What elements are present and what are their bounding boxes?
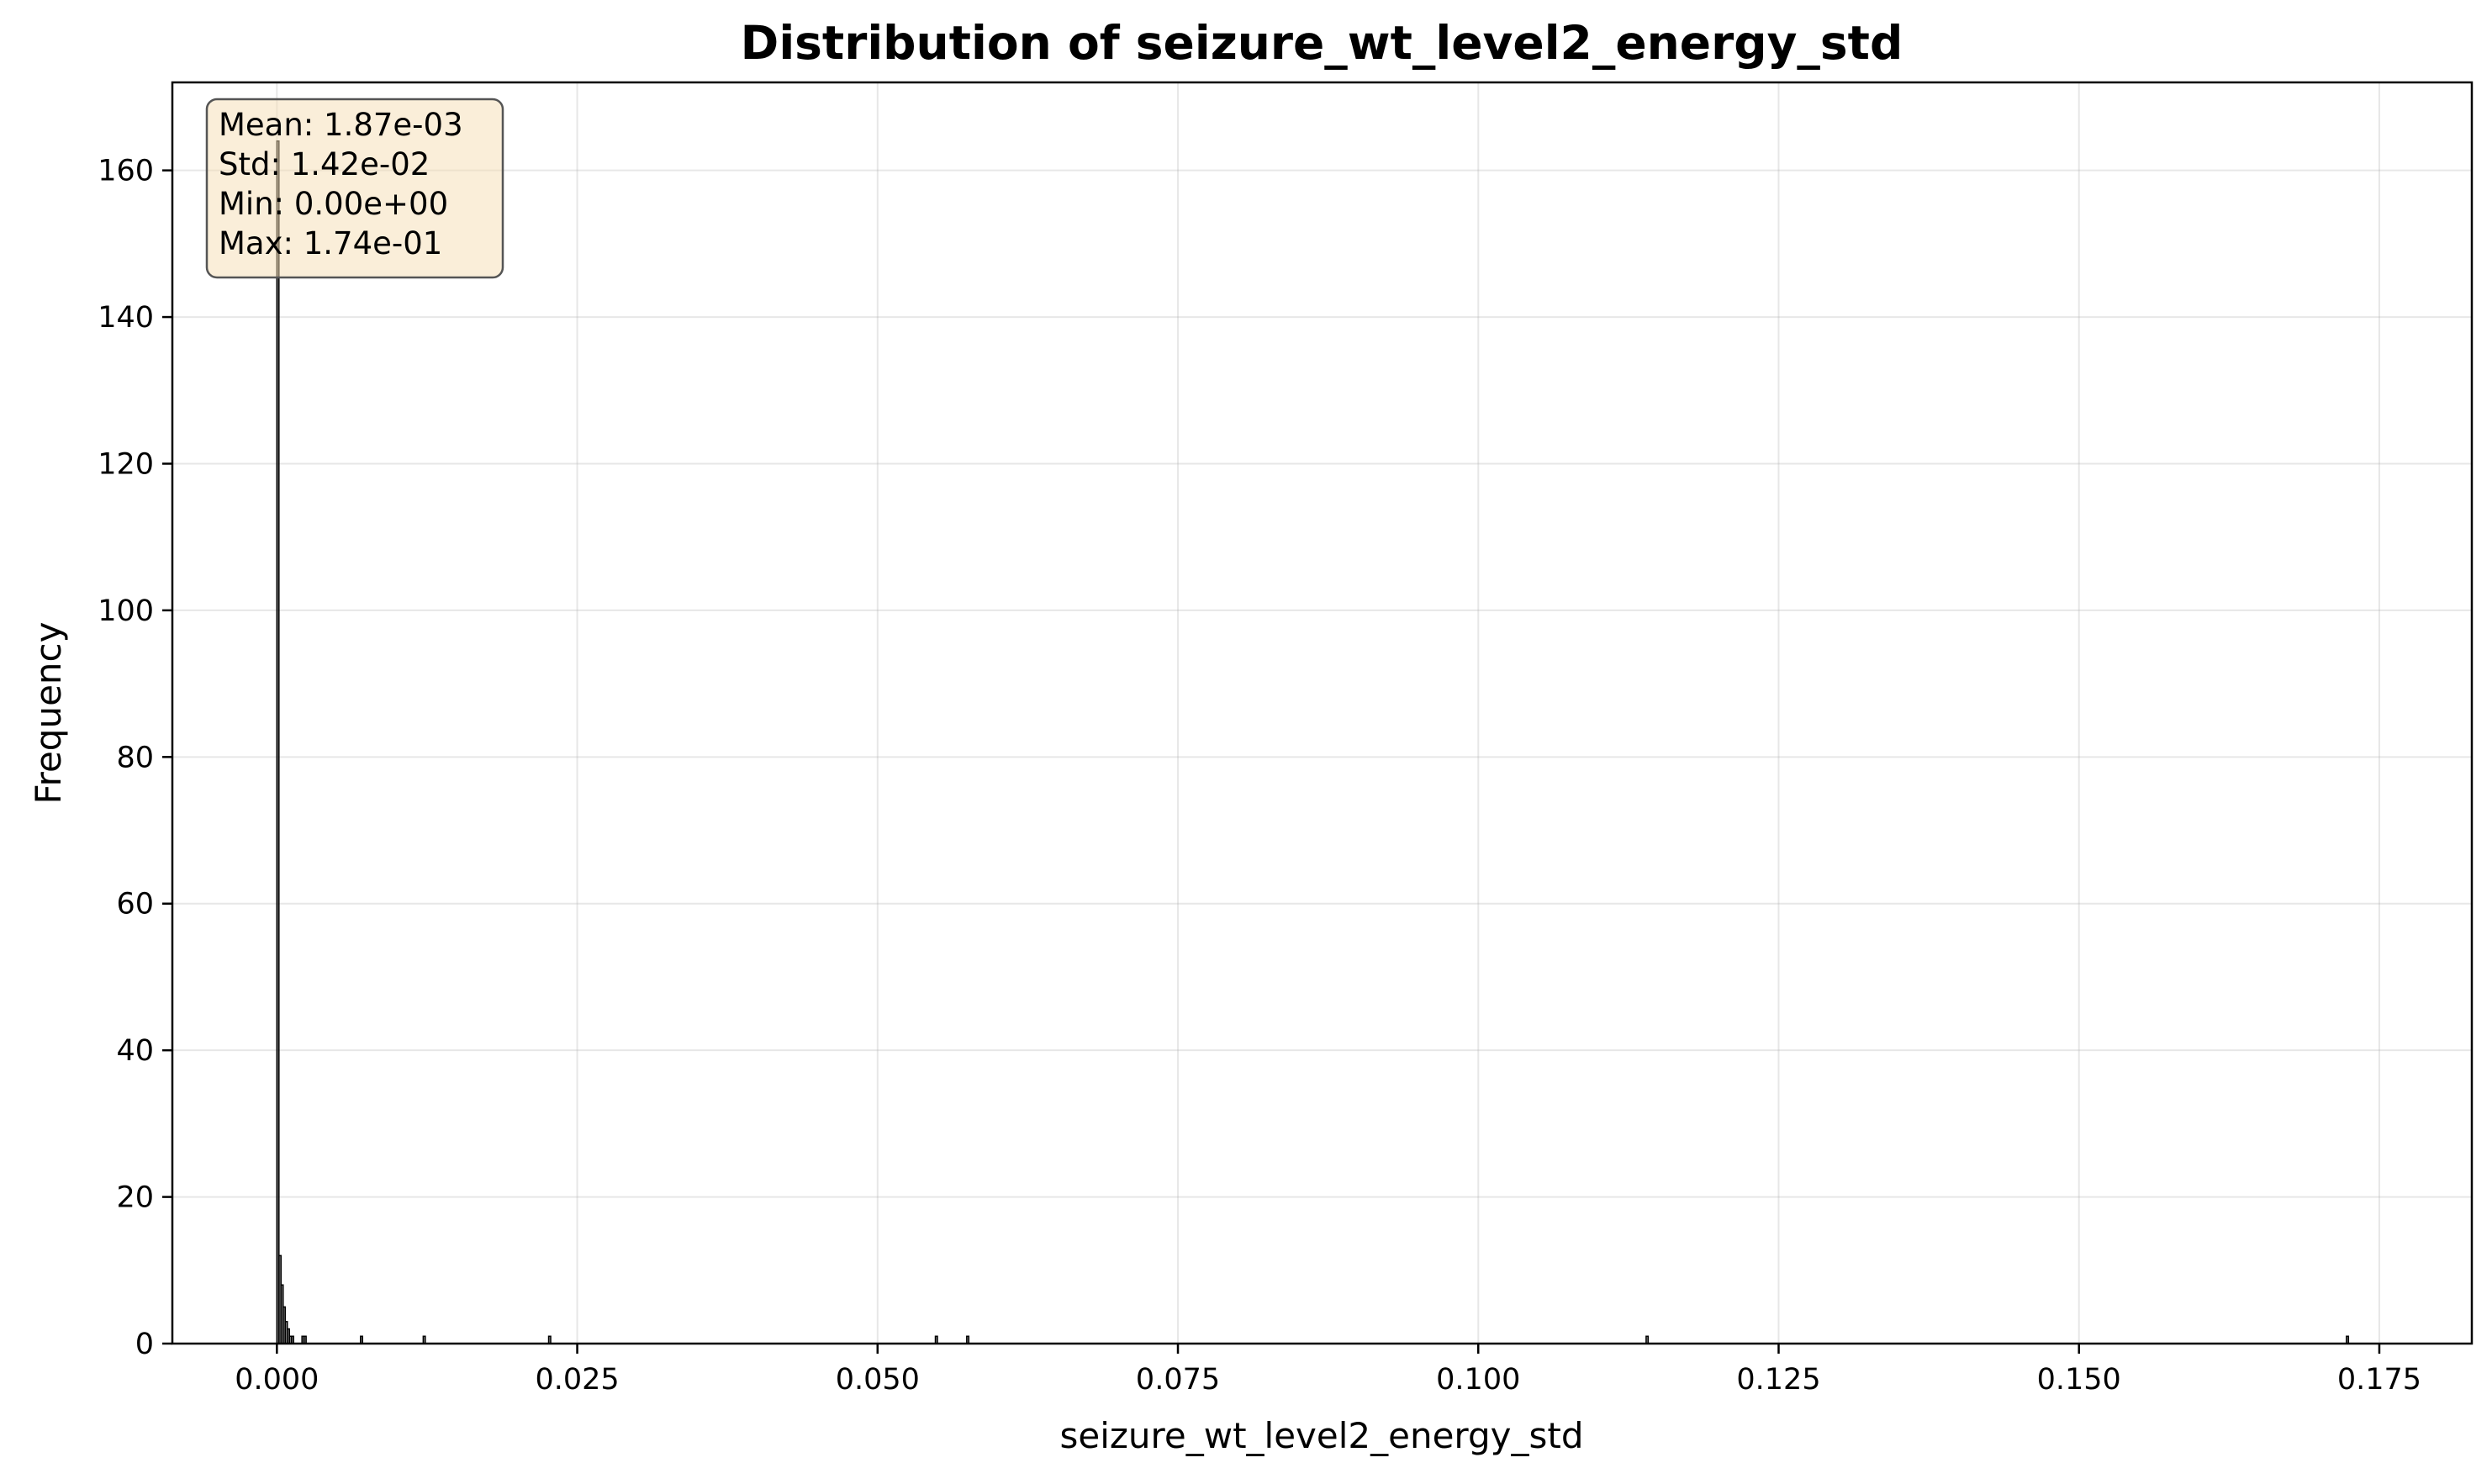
histogram-bar xyxy=(360,1335,364,1344)
x-tick-label: 0.025 xyxy=(535,1363,619,1397)
y-tick-label: 120 xyxy=(98,447,154,481)
y-axis-ticks: 0 20 40 60 80 100 120 140 160 xyxy=(98,155,172,1361)
y-tick-label: 100 xyxy=(98,594,154,628)
x-tick-label: 0.000 xyxy=(235,1363,319,1397)
y-tick-label: 140 xyxy=(98,301,154,335)
histogram-bar xyxy=(1645,1335,1650,1344)
histogram-bar xyxy=(966,1335,970,1344)
y-tick-label: 80 xyxy=(116,741,154,774)
x-axis-ticks: 0.000 0.025 0.050 0.075 0.100 0.125 0.150 0.175 xyxy=(235,1344,2421,1397)
y-tick-label: 40 xyxy=(116,1034,154,1068)
y-tick-label: 160 xyxy=(98,155,154,188)
histogram-bar xyxy=(547,1335,552,1344)
y-axis-label: Frequency xyxy=(28,622,69,805)
x-tick-label: 0.175 xyxy=(2337,1363,2421,1397)
plot-background xyxy=(172,82,2472,1344)
stats-max: Max: 1.74e-01 xyxy=(219,225,442,261)
histogram-bar xyxy=(303,1335,307,1344)
x-tick-label: 0.150 xyxy=(2037,1363,2121,1397)
histogram-bar xyxy=(934,1335,938,1344)
stats-min: Min: 0.00e+00 xyxy=(219,186,448,222)
stats-box: Mean: 1.87e-03 Std: 1.42e-02 Min: 0.00e+… xyxy=(205,98,504,279)
y-tick-label: 20 xyxy=(116,1181,154,1215)
stats-mean: Mean: 1.87e-03 xyxy=(219,107,463,143)
histogram-bar xyxy=(422,1335,426,1344)
plot-frame xyxy=(171,81,2474,1345)
plot-area: 0.000 0.025 0.050 0.075 0.100 0.125 0.150 0.175… xyxy=(98,81,2474,1397)
stats-std: Std: 1.42e-02 xyxy=(219,146,430,182)
x-tick-label: 0.075 xyxy=(1136,1363,1220,1397)
chart-title: Distribution of seizure_wt_level2_energy… xyxy=(741,16,1903,70)
histogram-bar xyxy=(2346,1335,2350,1344)
x-tick-label: 0.125 xyxy=(1736,1363,1820,1397)
x-tick-label: 0.050 xyxy=(836,1363,920,1397)
stats-box-background xyxy=(205,98,504,279)
histogram-bar xyxy=(276,140,280,1344)
histogram-bar xyxy=(290,1335,294,1344)
y-tick-label: 60 xyxy=(116,888,154,922)
x-axis-label: seizure_wt_level2_energy_std xyxy=(1059,1415,1583,1456)
y-tick-label: 0 xyxy=(135,1328,154,1361)
x-tick-label: 0.100 xyxy=(1436,1363,1520,1397)
